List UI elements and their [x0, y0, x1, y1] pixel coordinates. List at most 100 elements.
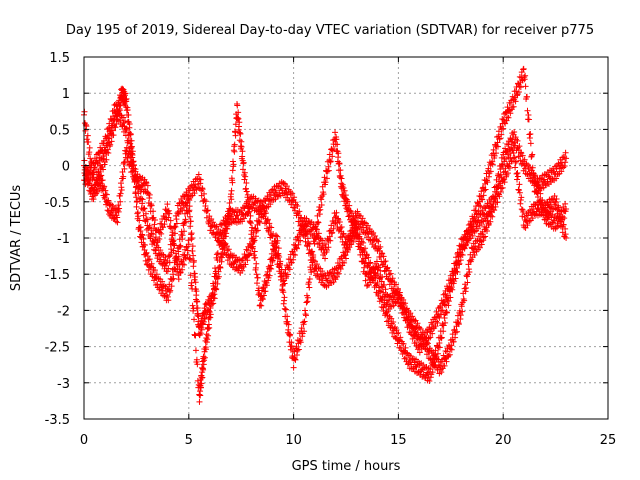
data-point	[334, 269, 341, 276]
data-point	[338, 175, 345, 182]
data-point	[459, 308, 466, 315]
data-point	[295, 346, 302, 353]
data-point	[491, 194, 498, 201]
data-point	[484, 228, 491, 235]
data-point	[192, 279, 199, 286]
data-point	[231, 141, 238, 148]
data-point	[236, 129, 243, 136]
data-point	[452, 329, 459, 336]
data-point	[161, 256, 168, 263]
data-point	[361, 260, 368, 267]
data-point	[290, 251, 297, 258]
data-point	[258, 302, 265, 309]
data-point	[194, 310, 201, 317]
data-point	[94, 161, 101, 168]
data-point	[252, 254, 259, 261]
data-point	[187, 256, 194, 263]
data-point	[268, 265, 275, 272]
data-point	[300, 223, 307, 230]
data-point	[402, 306, 409, 313]
data-point	[527, 130, 534, 137]
data-point	[166, 253, 173, 260]
data-point	[96, 154, 103, 161]
data-point	[302, 312, 309, 319]
data-point	[339, 181, 346, 188]
data-point	[136, 184, 143, 191]
y-tick-label: -3	[57, 377, 70, 392]
data-point	[379, 250, 386, 257]
data-point	[254, 227, 261, 234]
data-point	[97, 173, 104, 180]
data-point	[369, 275, 376, 282]
data-point	[343, 240, 350, 247]
data-point	[317, 206, 324, 213]
data-point	[314, 241, 321, 248]
data-point	[475, 202, 482, 209]
data-point	[143, 249, 150, 256]
data-point	[284, 313, 291, 320]
data-point	[394, 285, 401, 292]
data-point	[534, 179, 541, 186]
data-point	[376, 287, 383, 294]
data-point	[346, 244, 353, 251]
data-points	[81, 65, 570, 405]
data-point	[516, 83, 523, 90]
data-point	[266, 272, 273, 279]
data-point	[284, 318, 291, 325]
data-point	[286, 266, 293, 273]
data-point	[172, 223, 179, 230]
data-point	[413, 364, 420, 371]
data-point	[235, 109, 242, 116]
y-tick-label: 1.5	[49, 51, 70, 66]
data-point	[385, 306, 392, 313]
data-point	[171, 242, 178, 249]
data-point	[368, 231, 375, 238]
data-point	[169, 238, 176, 245]
data-point	[439, 307, 446, 314]
data-point	[249, 224, 256, 231]
data-point	[308, 269, 315, 276]
data-point	[238, 143, 245, 150]
data-point	[161, 282, 168, 289]
data-point	[202, 198, 209, 205]
data-point	[511, 129, 518, 136]
data-point	[105, 197, 112, 204]
data-point	[393, 330, 400, 337]
data-point	[148, 202, 155, 209]
data-point	[239, 267, 246, 274]
data-point	[201, 354, 208, 361]
data-point	[305, 217, 312, 224]
data-point	[312, 225, 319, 232]
data-point	[293, 245, 300, 252]
data-point	[518, 206, 525, 213]
data-point	[151, 236, 158, 243]
data-point	[521, 224, 528, 231]
data-point	[466, 268, 473, 275]
data-point	[213, 251, 220, 258]
data-point	[504, 170, 511, 177]
data-point	[203, 346, 210, 353]
data-point	[245, 209, 252, 216]
data-point	[464, 279, 471, 286]
x-tick-label: 5	[185, 433, 193, 448]
data-point	[268, 224, 275, 231]
data-point	[99, 177, 106, 184]
data-point	[359, 215, 366, 222]
data-point	[296, 337, 303, 344]
data-point	[490, 200, 497, 207]
data-point	[461, 241, 468, 248]
data-point	[310, 221, 317, 228]
data-point	[452, 270, 459, 277]
data-point	[152, 234, 159, 241]
data-point	[94, 188, 101, 195]
data-point	[440, 328, 447, 335]
data-point	[289, 190, 296, 197]
data-point	[218, 231, 225, 238]
data-point	[562, 149, 569, 156]
data-point	[292, 252, 299, 259]
data-point	[499, 184, 506, 191]
data-point	[140, 181, 147, 188]
data-point	[387, 270, 394, 277]
data-point	[283, 183, 290, 190]
data-point	[189, 285, 196, 292]
